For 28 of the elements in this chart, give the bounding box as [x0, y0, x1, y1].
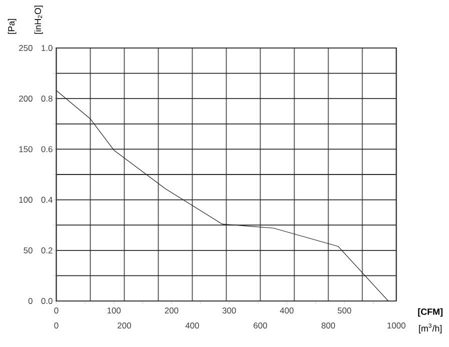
y2-tick-label: 0.4 [41, 196, 53, 203]
y2-tick-label: 0.0 [41, 298, 52, 304]
x2-axis-title: [m$^{3}$/h] [419, 323, 442, 334]
y-tick-label: 50 [24, 247, 32, 254]
y2-tick-label: 0.6 [41, 146, 52, 152]
x-axis-title: [CFM] [418, 308, 442, 317]
x-tick-label: 100 [108, 308, 121, 314]
x2-tick-label: 0 [54, 322, 58, 329]
x2-tick-label: 800 [322, 322, 336, 329]
y-tick-label: 200 [19, 96, 32, 102]
x2-tick-label: 600 [254, 322, 268, 329]
y2-axis-title: [inH$_{2}$O] [34, 6, 43, 34]
y-tick-label: 0 [28, 298, 32, 304]
y-tick-label: 100 [19, 196, 32, 203]
x-tick-label: 500 [338, 308, 352, 314]
y2-tick-label: 0.8 [41, 96, 52, 102]
y-tick-label: 150 [19, 146, 32, 152]
y2-tick-label: 1.0 [42, 45, 52, 51]
x2-tick-label: 200 [118, 322, 132, 329]
x-tick-label: 0 [54, 308, 58, 314]
x-tick-label: 300 [222, 308, 236, 314]
x-tick-label: 400 [280, 308, 294, 314]
x2-tick-label: 400 [185, 322, 200, 329]
x-tick-label: 200 [164, 308, 178, 314]
y-axis-title: [Pa] [8, 19, 16, 34]
y-tick-label: 250 [19, 45, 32, 51]
y2-tick-label: 0.2 [41, 247, 52, 254]
x2-tick-label: 1000 [388, 322, 406, 329]
